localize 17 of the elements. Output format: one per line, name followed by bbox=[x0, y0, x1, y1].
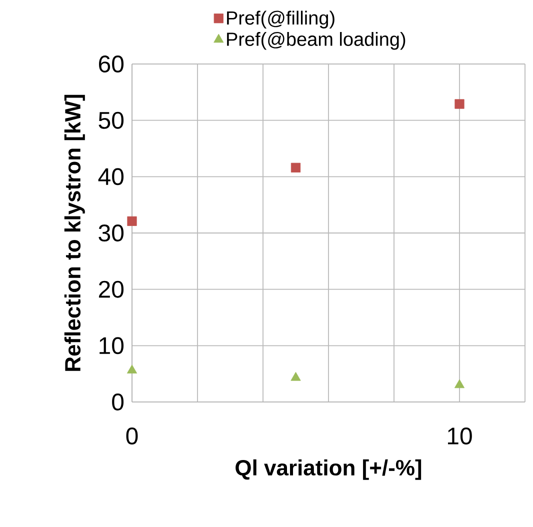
y-tick-label: 30 bbox=[98, 224, 124, 242]
point bbox=[126, 364, 138, 374]
y-tick-label: 0 bbox=[112, 394, 124, 410]
point bbox=[454, 379, 465, 388]
y-tick-label: 40 bbox=[98, 168, 124, 186]
y-tick-label: 50 bbox=[98, 112, 124, 129]
legend-label: Pref(@filling) bbox=[227, 10, 334, 28]
x-axis-title: Ql variation [+/-%] bbox=[236, 459, 422, 480]
legend-label: Pref(@beam loading) bbox=[227, 32, 406, 50]
y-tick-label: 20 bbox=[98, 280, 124, 298]
y-tick-label: 60 bbox=[99, 56, 124, 72]
point bbox=[290, 162, 301, 172]
y-axis-title: Reflection to klystron [kW] bbox=[64, 94, 85, 371]
point bbox=[290, 372, 301, 381]
point bbox=[454, 99, 464, 109]
point bbox=[127, 216, 137, 226]
y-tick-label: 10 bbox=[100, 337, 124, 354]
